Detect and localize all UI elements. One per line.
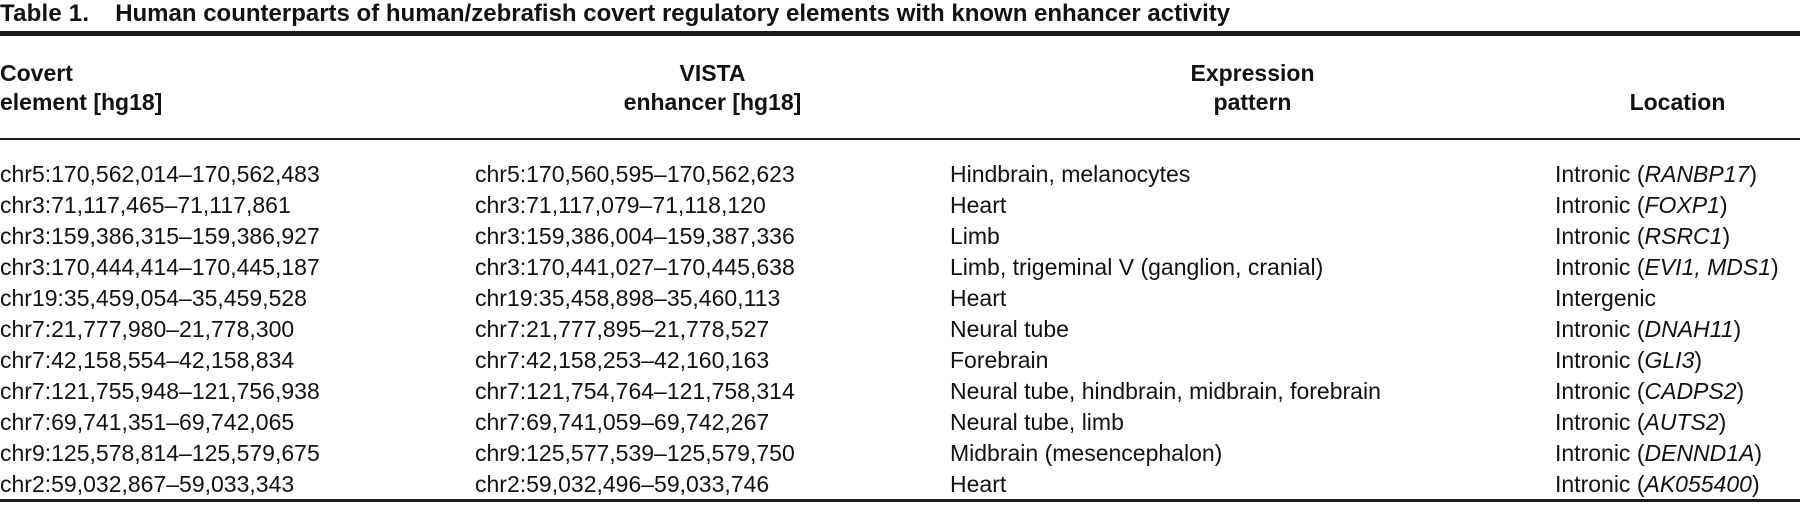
table-row: chr9:125,578,814–125,579,675 chr9:125,577… [0, 438, 1800, 469]
cell-covert-element: chr7:21,777,980–21,778,300 [0, 316, 295, 342]
cell-location: Intronic (FOXP1) [1555, 192, 1728, 218]
cell-vista-enhancer: chr2:59,032,496–59,033,746 [475, 471, 770, 497]
header-covert-element-line2: element [hg18] [0, 89, 163, 115]
cell-expression-pattern: Heart [950, 471, 1007, 497]
cell-expression-pattern: Neural tube [950, 316, 1069, 342]
cell-expression-pattern: Forebrain [950, 347, 1049, 373]
cell-covert-element: chr2:59,032,867–59,033,343 [0, 471, 295, 497]
gene-name: RSRC1 [1644, 223, 1723, 249]
cell-vista-enhancer: chr5:170,560,595–170,562,623 [475, 161, 795, 187]
cell-vista-enhancer: chr7:69,741,059–69,742,267 [475, 409, 770, 435]
cell-expression-pattern: Heart [950, 285, 1007, 311]
header-expression-pattern-line2: pattern [1213, 89, 1292, 115]
header-expression-pattern-line1: Expression [1190, 60, 1315, 86]
header-covert-element: Covert element [hg18] [0, 59, 475, 117]
header-rule [0, 138, 1800, 140]
gene-name: EVI1, MDS1 [1644, 254, 1772, 280]
cell-vista-enhancer: chr7:121,754,764–121,758,314 [475, 378, 795, 404]
header-expression-pattern: Expression pattern [950, 59, 1555, 117]
table-row: chr3:71,117,465–71,117,861 chr3:71,117,07… [0, 190, 1800, 221]
header-location-line2: Location [1629, 89, 1726, 115]
header-vista-enhancer-line2: enhancer [hg18] [623, 89, 802, 115]
table-row: chr3:170,444,414–170,445,187 chr3:170,441… [0, 252, 1800, 283]
cell-vista-enhancer: chr3:71,117,079–71,118,120 [475, 192, 766, 218]
header-location: Location [1555, 59, 1800, 117]
table-row: chr5:170,562,014–170,562,483 chr5:170,560… [0, 159, 1800, 190]
table-row: chr7:21,777,980–21,778,300 chr7:21,777,89… [0, 314, 1800, 345]
gene-name: DENND1A [1644, 440, 1755, 466]
gene-name: AUTS2 [1644, 409, 1719, 435]
cell-location: Intronic (DNAH11) [1555, 316, 1742, 342]
header-covert-element-line1: Covert [0, 60, 73, 86]
cell-expression-pattern: Neural tube, hindbrain, midbrain, forebr… [950, 378, 1381, 404]
cell-vista-enhancer: chr3:170,441,027–170,445,638 [475, 254, 795, 280]
gene-name: AK055400 [1644, 471, 1752, 497]
cell-vista-enhancer: chr7:42,158,253–42,160,163 [475, 347, 770, 373]
table-body: chr5:170,562,014–170,562,483 chr5:170,560… [0, 159, 1800, 500]
cell-vista-enhancer: chr7:21,777,895–21,778,527 [475, 316, 770, 342]
table-row: chr19:35,459,054–35,459,528 chr19:35,458,… [0, 283, 1800, 314]
gene-name: DNAH11 [1644, 316, 1734, 342]
cell-expression-pattern: Limb [950, 223, 1000, 249]
table-row: chr3:159,386,315–159,386,927 chr3:159,386… [0, 221, 1800, 252]
gene-name: RANBP17 [1644, 161, 1750, 187]
cell-location: Intronic (EVI1, MDS1) [1555, 254, 1779, 280]
gene-name: GLI3 [1644, 347, 1695, 373]
cell-expression-pattern: Midbrain (mesencephalon) [950, 440, 1223, 466]
cell-location: Intronic (AUTS2) [1555, 409, 1727, 435]
cell-covert-element: chr5:170,562,014–170,562,483 [0, 161, 320, 187]
bottom-rule [0, 499, 1800, 502]
table-caption: Human counterparts of human/zebrafish co… [115, 0, 1231, 27]
cell-location: Intronic (CADPS2) [1555, 378, 1745, 404]
cell-vista-enhancer: chr9:125,577,539–125,579,750 [475, 440, 795, 466]
cell-covert-element: chr7:42,158,554–42,158,834 [0, 347, 295, 373]
table-number: Table 1. [0, 0, 90, 27]
gene-name: FOXP1 [1644, 192, 1720, 218]
cell-vista-enhancer: chr19:35,458,898–35,460,113 [475, 285, 781, 311]
cell-expression-pattern: Neural tube, limb [950, 409, 1124, 435]
cell-location: Intronic (GLI3) [1555, 347, 1703, 373]
table-row: chr7:42,158,554–42,158,834 chr7:42,158,25… [0, 345, 1800, 376]
cell-covert-element: chr3:170,444,414–170,445,187 [0, 254, 320, 280]
cell-covert-element: chr7:69,741,351–69,742,065 [0, 409, 295, 435]
table-row: chr2:59,032,867–59,033,343 chr2:59,032,49… [0, 469, 1800, 500]
cell-covert-element: chr7:121,755,948–121,756,938 [0, 378, 320, 404]
top-rule [0, 31, 1800, 36]
cell-covert-element: chr3:71,117,465–71,117,861 [0, 192, 291, 218]
cell-covert-element: chr9:125,578,814–125,579,675 [0, 440, 320, 466]
table-row: chr7:69,741,351–69,742,065 chr7:69,741,05… [0, 407, 1800, 438]
cell-expression-pattern: Heart [950, 192, 1007, 218]
cell-vista-enhancer: chr3:159,386,004–159,387,336 [475, 223, 795, 249]
table-header: Covert element [hg18] VISTA enhancer [hg… [0, 59, 1800, 117]
cell-covert-element: chr3:159,386,315–159,386,927 [0, 223, 320, 249]
gene-name: CADPS2 [1644, 378, 1737, 404]
header-vista-enhancer: VISTA enhancer [hg18] [475, 59, 950, 117]
cell-expression-pattern: Limb, trigeminal V (ganglion, cranial) [950, 254, 1324, 280]
table-row: chr7:121,755,948–121,756,938 chr7:121,754… [0, 376, 1800, 407]
cell-location: Intronic (AK055400) [1555, 471, 1760, 497]
cell-location: Intergenic [1555, 285, 1657, 311]
table-title: Table 1. Human counterparts of human/zeb… [0, 0, 1800, 28]
cell-location: Intronic (RANBP17) [1555, 161, 1757, 187]
cell-covert-element: chr19:35,459,054–35,459,528 [0, 285, 307, 311]
header-vista-enhancer-line1: VISTA [679, 60, 746, 86]
cell-location: Intronic (RSRC1) [1555, 223, 1731, 249]
cell-location: Intronic (DENND1A) [1555, 440, 1763, 466]
cell-expression-pattern: Hindbrain, melanocytes [950, 161, 1191, 187]
